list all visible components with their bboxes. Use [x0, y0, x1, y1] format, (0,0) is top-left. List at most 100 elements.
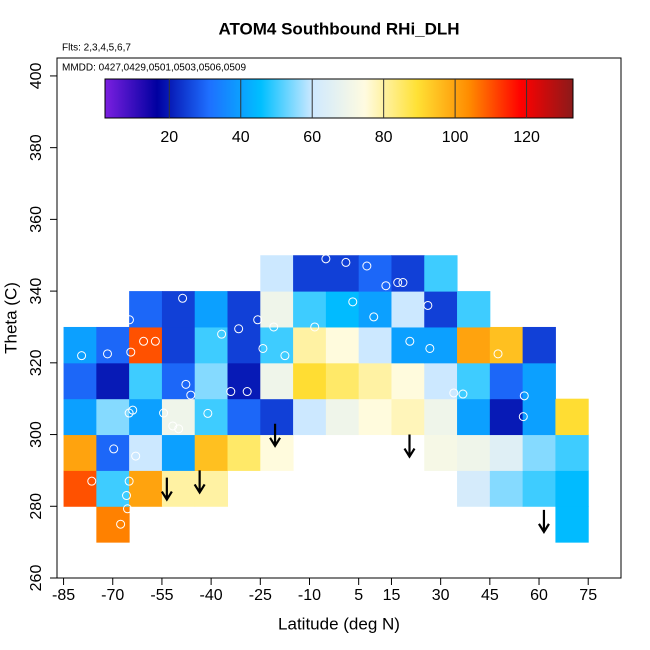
heat-cell — [260, 255, 294, 292]
heat-cell — [293, 326, 327, 364]
heat-cell — [96, 398, 130, 436]
heat-cell — [358, 255, 392, 292]
heat-cell — [391, 291, 425, 328]
heat-cell — [129, 434, 163, 471]
arrow — [403, 434, 416, 459]
heat-cell — [96, 506, 130, 543]
heat-cell — [522, 434, 556, 471]
arrow — [269, 423, 281, 448]
heat-cell — [293, 362, 327, 400]
heat-cell — [260, 362, 294, 400]
observation-point — [269, 322, 279, 332]
x-tick-label: -25 — [249, 587, 272, 604]
y-tick-label: 260 — [28, 565, 45, 592]
y-tick-label: 360 — [28, 206, 45, 233]
observation-point — [186, 390, 196, 400]
heat-cell — [358, 398, 392, 436]
observation-point — [369, 312, 379, 322]
observation-point — [242, 387, 252, 397]
observation-point — [423, 300, 433, 310]
colorbar-tick-label: 80 — [375, 129, 393, 146]
chart-title: ATOM4 Southbound RHi_DLH — [218, 19, 459, 38]
heat-cell — [489, 470, 524, 507]
heat-cell — [391, 362, 425, 400]
heat-cell — [489, 398, 524, 436]
heat-cell — [96, 362, 130, 400]
observation-point — [102, 349, 112, 359]
heat-cell — [260, 291, 294, 328]
heat-cell — [293, 398, 327, 436]
arrow — [538, 509, 550, 534]
observation-point — [87, 476, 97, 486]
heat-cell — [194, 398, 229, 436]
observation-point — [159, 408, 169, 418]
observation-point — [398, 277, 408, 287]
observation-point — [130, 517, 140, 527]
heat-cell — [489, 326, 524, 364]
x-tick-label: 30 — [432, 587, 450, 604]
heat-cell — [260, 398, 294, 436]
observation-point — [449, 388, 459, 398]
observation-point — [178, 293, 188, 303]
heat-cell — [129, 398, 163, 436]
observation-point — [518, 412, 528, 422]
heat-cell — [358, 291, 392, 328]
heat-cell — [325, 326, 360, 364]
annotation: Flts: 2,3,4,5,6,7 — [62, 43, 131, 54]
heat-cell — [489, 362, 524, 400]
heat-cell — [129, 470, 163, 507]
observation-point — [519, 391, 529, 401]
heat-cell — [424, 326, 458, 364]
heat-cell — [391, 398, 425, 436]
heatmap — [63, 255, 589, 543]
observation-point — [124, 408, 134, 418]
observation-point — [393, 277, 403, 287]
observation-point — [348, 297, 358, 307]
heat-cell — [63, 434, 97, 471]
plot-frame — [56, 57, 622, 579]
x-tick-label: -10 — [298, 587, 321, 604]
observation-point — [139, 336, 149, 346]
x-tick-label: 45 — [481, 587, 499, 604]
observation-point — [226, 387, 236, 397]
heat-cell — [457, 398, 491, 436]
heat-cell — [325, 291, 360, 328]
heat-cell — [522, 470, 556, 507]
heat-cell — [325, 398, 360, 436]
y-tick-label: 280 — [28, 493, 45, 520]
observation-point — [203, 408, 213, 418]
x-tick-label: 5 — [354, 587, 363, 604]
x-tick-label: -70 — [101, 587, 124, 604]
x-tick-label: -85 — [52, 587, 75, 604]
x-tick-label: 60 — [530, 587, 548, 604]
observation-point — [116, 519, 126, 529]
y-tick-label: 300 — [28, 421, 45, 448]
observation-point — [150, 336, 160, 346]
observation-point — [131, 451, 141, 461]
observation-point — [217, 329, 227, 339]
heat-cell — [555, 470, 589, 507]
x-tick-label: -40 — [200, 587, 223, 604]
heat-cell — [63, 326, 97, 364]
heat-cell — [194, 362, 229, 400]
observation-point — [168, 421, 178, 431]
observation-point — [122, 491, 132, 501]
heat-cell — [194, 291, 229, 328]
x-axis-label: Latitude (deg N) — [278, 614, 400, 633]
x-tick-label: 15 — [383, 587, 401, 604]
observation-point — [124, 315, 134, 325]
colorbar-tick-label: 120 — [513, 129, 540, 146]
heat-cell — [522, 362, 556, 400]
heat-cell — [227, 398, 261, 436]
colorbar — [104, 78, 574, 119]
observation-point — [280, 351, 290, 361]
heat-cell — [227, 362, 261, 400]
heat-cell — [96, 326, 130, 364]
y-axis-label: Theta (C) — [1, 282, 20, 354]
heat-cell — [391, 255, 425, 292]
observation-point — [362, 261, 372, 271]
heat-cell — [358, 362, 392, 400]
heat-cell — [457, 362, 491, 400]
observation-point — [234, 324, 244, 334]
heat-cell — [555, 434, 589, 471]
